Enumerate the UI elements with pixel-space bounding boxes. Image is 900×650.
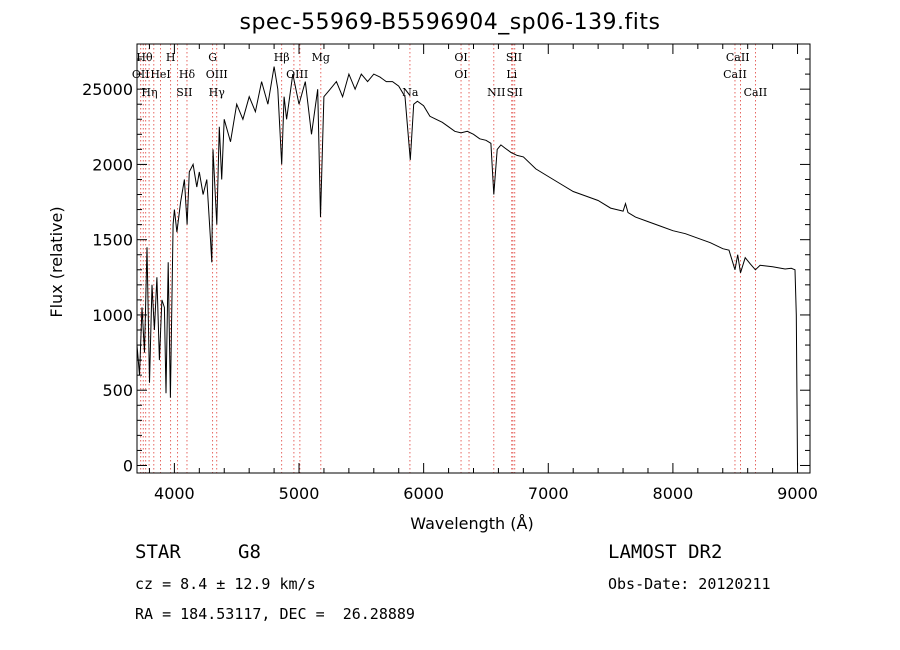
x-tick-label: 8000 [653,484,694,503]
line-label: Hβ [274,51,290,64]
x-tick-label: 9000 [777,484,818,503]
y-axis-label: Flux (relative) [47,206,66,317]
line-label: SII [507,86,523,99]
x-tick-label: 7000 [528,484,569,503]
line-label: SII [176,86,192,99]
y-axis: 0 500 1000 1500 2000 25000 [82,58,810,475]
x-tick-label: 5000 [279,484,320,503]
line-label: Li [506,68,517,81]
x-tick-label: 6000 [403,484,444,503]
line-label: OI [454,51,467,64]
line-label: Hη [141,86,157,99]
line-label: CaII [726,51,750,64]
object-type: STAR [135,541,181,563]
x-axis-label: Wavelength (Å) [410,514,533,533]
y-tick-label: 25000 [82,80,133,99]
line-label: Hδ [179,68,196,81]
redshift-cz: cz = 8.4 ± 12.9 km/s [135,575,316,593]
y-tick-label: 2000 [92,155,133,174]
y-tick-label: 1000 [92,306,133,325]
line-label: NII [487,86,505,99]
line-label: Mg [312,51,330,64]
line-label: CaII [744,86,768,99]
line-label: OI [454,68,467,81]
line-label: OIII [286,68,308,81]
observation-date: Obs-Date: 20120211 [608,575,771,593]
emission-line-markers [140,44,756,473]
chart-title: spec-55969-B5596904_sp06-139.fits [239,10,661,35]
y-tick-label: 500 [102,381,133,400]
x-tick-label: 4000 [154,484,195,503]
spectrum-series-line [136,66,798,466]
line-label: HeI [150,68,170,81]
line-label: Na [402,86,419,99]
line-label: CaII [723,68,747,81]
survey-name: LAMOST DR2 [608,541,723,563]
line-label: H [166,51,176,64]
line-label: G [208,51,217,64]
line-label: Hθ [136,51,153,64]
spectral-subclass: G8 [238,541,261,563]
sky-coordinates: RA = 184.53117, DEC = 26.28889 [135,605,415,623]
line-label: Hγ [209,86,226,99]
x-axis: 4000 5000 6000 7000 8000 9000 [148,44,818,503]
y-tick-label: 1500 [92,231,133,250]
line-label: SII [506,51,522,64]
y-tick-label: 0 [123,456,133,475]
line-label: OIII [206,68,228,81]
